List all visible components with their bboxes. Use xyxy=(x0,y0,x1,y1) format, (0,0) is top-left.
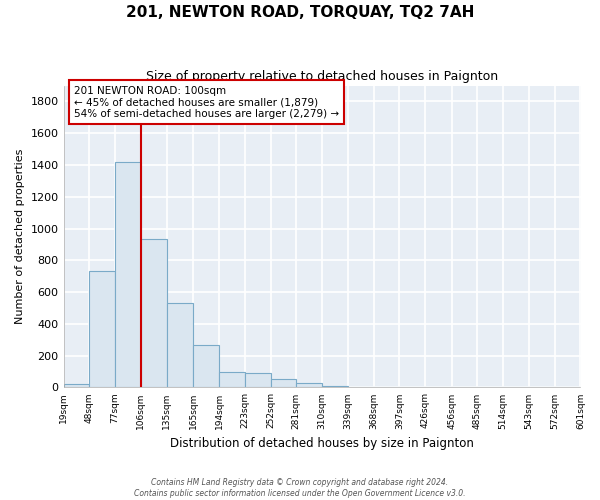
Bar xyxy=(348,386,374,388)
Bar xyxy=(219,372,245,388)
Bar xyxy=(245,373,271,388)
X-axis label: Distribution of detached houses by size in Paignton: Distribution of detached houses by size … xyxy=(170,437,474,450)
Bar xyxy=(89,270,115,388)
Bar xyxy=(141,239,167,388)
Text: 201, NEWTON ROAD, TORQUAY, TQ2 7AH: 201, NEWTON ROAD, TORQUAY, TQ2 7AH xyxy=(126,5,474,20)
Y-axis label: Number of detached properties: Number of detached properties xyxy=(15,149,25,324)
Bar xyxy=(193,344,219,388)
Bar xyxy=(271,380,296,388)
Title: Size of property relative to detached houses in Paignton: Size of property relative to detached ho… xyxy=(146,70,498,83)
Bar xyxy=(115,162,141,388)
Bar xyxy=(296,384,322,388)
Bar xyxy=(167,303,193,388)
Bar xyxy=(322,386,348,388)
Text: Contains HM Land Registry data © Crown copyright and database right 2024.
Contai: Contains HM Land Registry data © Crown c… xyxy=(134,478,466,498)
Text: 201 NEWTON ROAD: 100sqm
← 45% of detached houses are smaller (1,879)
54% of semi: 201 NEWTON ROAD: 100sqm ← 45% of detache… xyxy=(74,86,339,119)
Bar xyxy=(64,384,89,388)
